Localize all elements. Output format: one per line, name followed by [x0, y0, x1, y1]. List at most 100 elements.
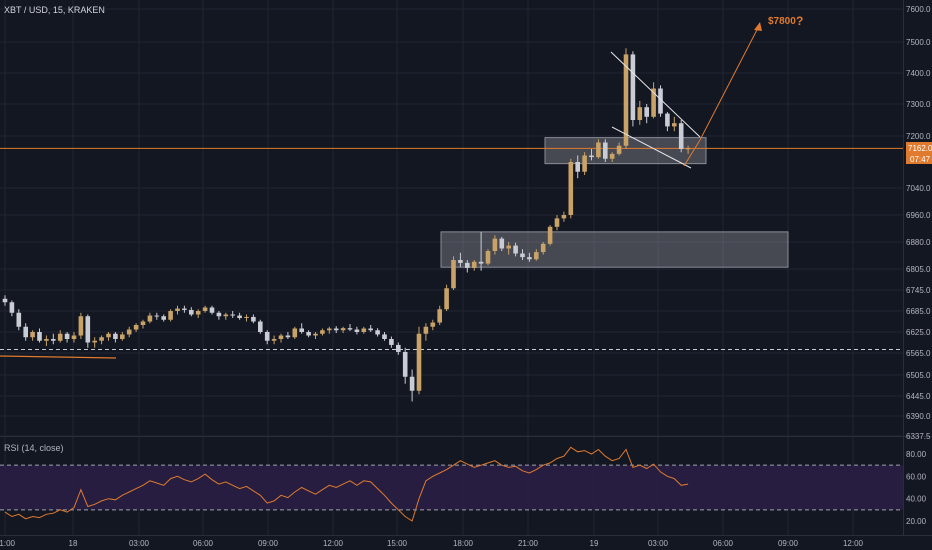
- candle-54[interactable]: [375, 328, 380, 337]
- candle-45[interactable]: [313, 332, 318, 339]
- target-annotation[interactable]: $7800 ?: [768, 14, 803, 28]
- candle-13[interactable]: [92, 337, 97, 348]
- trend-drawings[interactable]: [610, 22, 762, 169]
- rsi-panel[interactable]: [0, 436, 932, 522]
- candle-26[interactable]: [182, 305, 187, 313]
- candle-58[interactable]: [402, 347, 408, 384]
- projection-leg-1[interactable]: [683, 139, 701, 167]
- candle-7[interactable]: [51, 333, 56, 345]
- candle-12[interactable]: [85, 314, 91, 348]
- candle-8[interactable]: [57, 330, 63, 343]
- candle-65[interactable]: [451, 256, 456, 290]
- candle-57[interactable]: [396, 342, 401, 355]
- candle-17[interactable]: [120, 332, 125, 341]
- wedge-lower-line[interactable]: [611, 126, 692, 169]
- candle-27[interactable]: [189, 307, 194, 317]
- candle-62[interactable]: [430, 319, 436, 331]
- candle-80[interactable]: [554, 215, 560, 231]
- price-axis[interactable]: 7600.0 7500.0 7400.0 7300.0 7200.0 7040.0 6960…: [903, 0, 932, 535]
- candle-72[interactable]: [499, 236, 505, 251]
- candle-16[interactable]: [113, 332, 118, 343]
- candle-43[interactable]: [299, 323, 304, 334]
- candle-36[interactable]: [251, 314, 256, 324]
- candle-49[interactable]: [340, 326, 346, 334]
- candle-6[interactable]: [44, 335, 49, 347]
- candle-84[interactable]: [582, 152, 587, 175]
- candle-61[interactable]: [423, 323, 429, 341]
- candle-22[interactable]: [154, 312, 160, 320]
- candle-91[interactable]: [630, 51, 636, 127]
- candle-24[interactable]: [168, 309, 173, 322]
- candle-96[interactable]: [665, 112, 670, 132]
- candle-68[interactable]: [471, 260, 477, 271]
- candle-76[interactable]: [527, 252, 532, 262]
- candle-64[interactable]: [444, 284, 449, 311]
- candle-88[interactable]: [609, 152, 615, 162]
- candle-82[interactable]: [568, 158, 574, 219]
- candle-32[interactable]: [223, 312, 229, 320]
- candle-25[interactable]: [175, 305, 180, 315]
- candle-18[interactable]: [126, 326, 132, 338]
- candle-73[interactable]: [506, 242, 511, 255]
- candle-97[interactable]: [672, 116, 677, 132]
- candle-51[interactable]: [354, 326, 360, 335]
- candle-48[interactable]: [333, 326, 339, 334]
- candle-50[interactable]: [347, 323, 353, 331]
- candle-78[interactable]: [540, 242, 546, 255]
- rsi-line[interactable]: [4, 446, 689, 522]
- candle-56[interactable]: [389, 336, 394, 348]
- candle-41[interactable]: [285, 332, 291, 339]
- candle-75[interactable]: [520, 249, 525, 260]
- candle-37[interactable]: [258, 319, 263, 334]
- candle-30[interactable]: [209, 305, 215, 315]
- candle-39[interactable]: [271, 335, 277, 345]
- time-axis[interactable]: 21:00 18 03:00 06:00 09:00 12:00 15:00 18:00 21:…: [0, 535, 932, 549]
- candle-29[interactable]: [202, 305, 208, 313]
- candle-99[interactable]: [685, 145, 691, 154]
- candle-92[interactable]: [637, 100, 643, 125]
- candle-47[interactable]: [327, 326, 332, 334]
- candle-11[interactable]: [78, 312, 84, 339]
- candle-1[interactable]: [9, 300, 15, 317]
- candle-63[interactable]: [437, 305, 442, 325]
- candle-33[interactable]: [230, 311, 235, 318]
- candle-42[interactable]: [292, 326, 298, 339]
- candle-20[interactable]: [140, 319, 146, 329]
- candle-21[interactable]: [147, 312, 153, 324]
- candle-98[interactable]: [678, 120, 684, 153]
- candle-55[interactable]: [382, 332, 387, 341]
- candle-87[interactable]: [603, 139, 608, 162]
- candle-59[interactable]: [409, 369, 415, 402]
- candle-38[interactable]: [264, 330, 270, 345]
- candle-15[interactable]: [106, 332, 111, 341]
- candle-0[interactable]: [2, 295, 8, 306]
- candle-19[interactable]: [133, 323, 139, 332]
- candle-74[interactable]: [513, 242, 518, 257]
- candle-23[interactable]: [161, 314, 166, 322]
- candle-53[interactable]: [368, 325, 373, 332]
- candle-5[interactable]: [37, 328, 42, 343]
- candle-35[interactable]: [244, 314, 249, 322]
- candle-86[interactable]: [596, 139, 601, 159]
- candle-14[interactable]: [99, 335, 104, 345]
- candle-4[interactable]: [30, 330, 35, 341]
- candle-90[interactable]: [623, 48, 629, 149]
- candle-66[interactable]: [458, 252, 463, 268]
- support-trend-line[interactable]: [0, 355, 117, 359]
- candle-94[interactable]: [651, 82, 656, 119]
- candle-85[interactable]: [589, 149, 594, 161]
- candlestick-series[interactable]: [2, 48, 691, 402]
- candle-34[interactable]: [237, 312, 242, 320]
- candle-46[interactable]: [320, 328, 325, 336]
- candle-83[interactable]: [575, 155, 580, 179]
- candle-89[interactable]: [616, 142, 622, 156]
- candle-9[interactable]: [64, 332, 70, 343]
- candle-95[interactable]: [658, 85, 663, 117]
- candle-79[interactable]: [547, 225, 553, 246]
- candle-77[interactable]: [534, 249, 539, 261]
- candle-67[interactable]: [465, 260, 470, 273]
- candle-70[interactable]: [485, 249, 491, 266]
- candle-40[interactable]: [278, 333, 284, 343]
- candle-28[interactable]: [195, 309, 201, 318]
- candle-93[interactable]: [644, 104, 649, 124]
